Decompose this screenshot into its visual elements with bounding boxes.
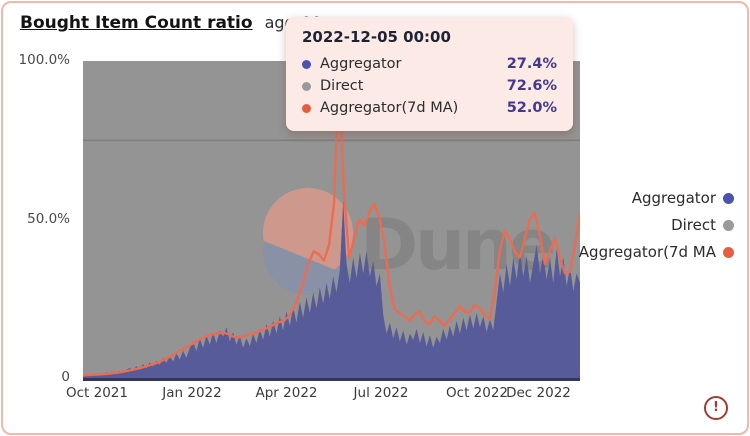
tooltip-row: Direct 72.6% [302,75,557,97]
series-dot-icon [302,103,311,113]
tooltip-series-value: 72.6% [506,78,557,94]
title-row: Bought Item Count ratioaggr00 [20,13,322,33]
tooltip-rows: Aggregator 27.4% Direct 72.6% Aggregator(7d … [302,53,557,119]
legend-label: Aggregator(7d MA [578,243,716,261]
legend-item[interactable]: Aggregator [632,189,734,207]
series-dot-icon [302,81,311,91]
x-tick-label: Jan 2022 [162,385,222,401]
chart-title-link[interactable]: Bought Item Count ratio [20,13,253,33]
y-tick-label: 100.0% [18,52,70,68]
warning-icon[interactable]: ! [704,396,728,420]
aggregator-7dma-line [83,69,580,377]
tooltip-series-value: 52.0% [506,100,557,116]
tooltip-series-label: Aggregator [320,56,402,72]
tooltip-series-label: Direct [320,78,364,94]
legend-label: Direct [671,216,716,234]
legend-item[interactable]: Aggregator(7d MA [579,243,734,261]
legend-dot-icon [723,219,734,231]
legend-dot-icon [723,246,734,258]
aggregator-area [83,200,580,378]
chart-tooltip: 2022-12-05 00:00 Aggregator 27.4% Direct 72… [286,17,573,131]
x-tick-label: Dec 2022 [506,385,571,401]
legend-dot-icon [723,192,734,204]
y-axis: 100.0% 50.0% 0 [3,52,76,385]
tooltip-date: 2022-12-05 00:00 [302,28,451,46]
legend-label: Aggregator [631,189,716,207]
tooltip-series-label: Aggregator(7d MA) [320,100,459,116]
y-tick-label: 50.0% [27,210,70,227]
x-tick-label: Apr 2022 [255,385,318,401]
tooltip-series-value: 27.4% [506,56,557,72]
x-tick-label: Oct 2021 [66,385,128,401]
x-tick-label: Oct 2022 [446,385,509,401]
y-tick-label: 0 [61,369,70,385]
tooltip-row: Aggregator(7d MA) 52.0% [302,97,557,119]
x-tick-label: Jul 2022 [353,385,409,401]
legend-item[interactable]: Direct [671,216,734,234]
tooltip-row: Aggregator 27.4% [302,53,557,75]
x-axis: Oct 2021 Jan 2022 Apr 2022 Jul 2022 Oct 2022… [66,385,580,405]
x-axis-line [83,378,580,381]
series-dot-icon [302,59,311,69]
chart-legend: Aggregator Direct Aggregator(7d MA [579,189,734,261]
